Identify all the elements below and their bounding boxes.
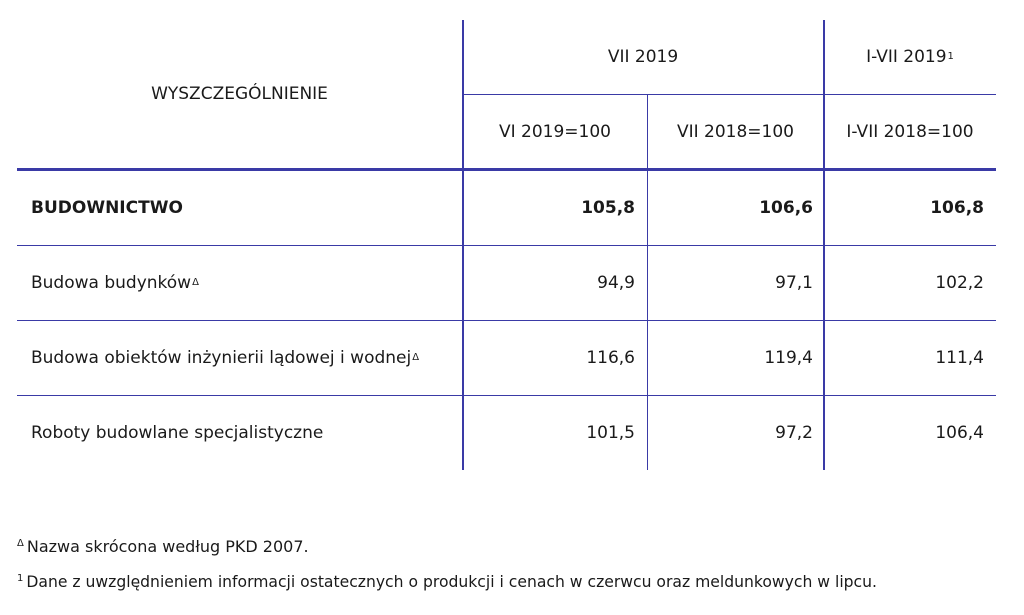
- row-label-text: Budowa budynków: [31, 273, 192, 293]
- footnote-text: Dane z uwzględnieniem informacji ostatec…: [26, 573, 877, 591]
- header-col2: VII 2018=100: [648, 95, 823, 168]
- row-rule-3: [17, 395, 996, 396]
- vertical-rule-col2: [647, 94, 648, 470]
- header-col3: I-VII 2018=100: [824, 95, 996, 168]
- row-rule-2: [17, 320, 996, 321]
- header-cumulative: I-VII 2019 1: [866, 47, 954, 67]
- row-value: 105,8: [581, 198, 635, 218]
- header-cumulative-text: I-VII 2019: [866, 47, 947, 67]
- footnote-text: Nazwa skrócona według PKD 2007.: [26, 537, 309, 556]
- footnote-1: 1 Dane z uwzględnieniem informacji ostate…: [17, 573, 877, 591]
- footnote-mark: 1: [17, 572, 24, 584]
- row-label-text: Budowa obiektów inżynierii lądowej i wod…: [31, 348, 412, 368]
- header-col2-text: VII 2018=100: [676, 121, 795, 142]
- row-label-text: Roboty budowlane specjalistyczne: [31, 423, 324, 443]
- row-value: 106,4: [935, 423, 984, 443]
- row-label: BUDOWNICTWO: [31, 171, 461, 245]
- header-group: VII 2019: [463, 20, 823, 94]
- row-value: 106,6: [759, 198, 813, 218]
- row-label: Roboty budowlane specjalistyczne: [31, 396, 461, 470]
- footnote-mark: Δ: [17, 537, 24, 549]
- header-stub: WYSZCZEGÓLNIENIE: [17, 20, 462, 168]
- header-col3-text: I-VII 2018=100: [846, 121, 974, 142]
- row-value: 119,4: [764, 348, 813, 368]
- row-label: Budowa obiektów inżynierii lądowej i wod…: [31, 348, 420, 368]
- row-value: 106,8: [930, 198, 984, 218]
- data-table: WYSZCZEGÓLNIENIE VII 2019 I-VII 2019 1 VI…: [17, 20, 996, 470]
- row-value: 101,5: [586, 423, 635, 443]
- footnote-delta: Δ Nazwa skrócona według PKD 2007.: [17, 537, 309, 556]
- row-value: 102,2: [935, 273, 984, 293]
- row-value: 97,1: [775, 273, 813, 293]
- header-group-text: VII 2019: [607, 47, 679, 67]
- row-rule-1: [17, 245, 996, 246]
- header-col1: VI 2019=100: [463, 95, 647, 168]
- header-stub-text: WYSZCZEGÓLNIENIE: [151, 84, 328, 104]
- row-value: 97,2: [775, 423, 813, 443]
- row-label-text: BUDOWNICTWO: [31, 198, 183, 218]
- header-group-rule: [462, 94, 996, 95]
- header-bottom-rule: [17, 168, 996, 171]
- header-col1-text: VI 2019=100: [498, 121, 611, 142]
- row-value: 116,6: [586, 348, 635, 368]
- row-label: Budowa budynków Δ: [31, 273, 199, 293]
- row-value: 94,9: [597, 273, 635, 293]
- row-value: 111,4: [935, 348, 984, 368]
